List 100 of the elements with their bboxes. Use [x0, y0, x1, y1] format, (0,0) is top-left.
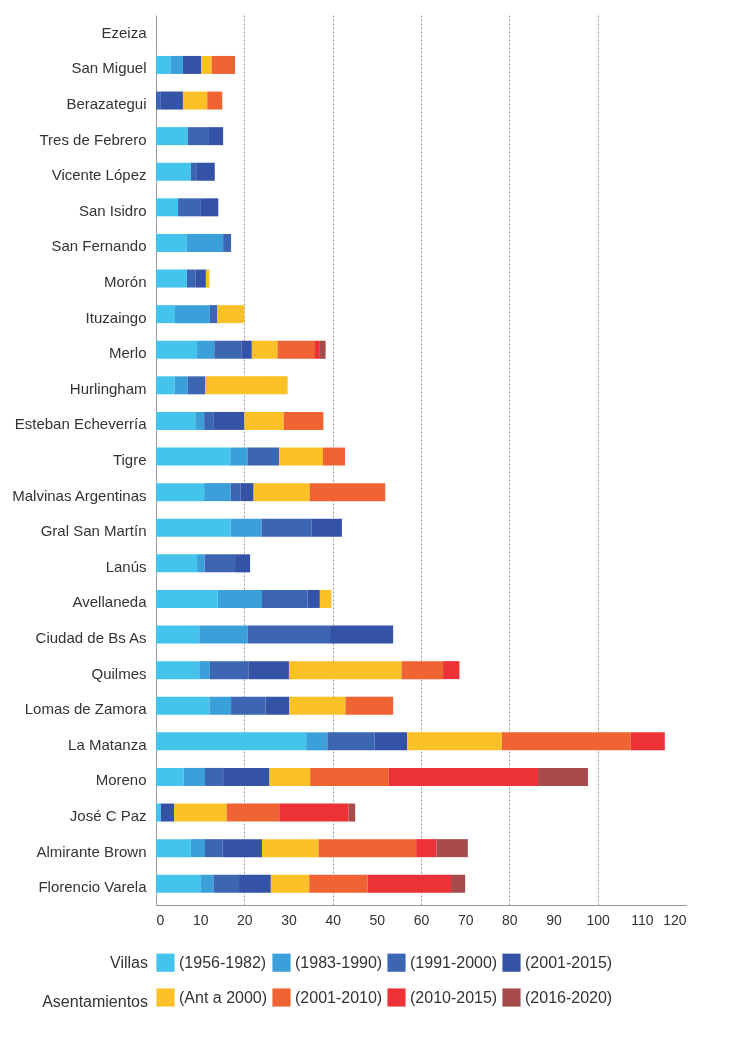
bar — [309, 483, 386, 502]
bar — [204, 411, 214, 430]
bar — [201, 55, 212, 74]
y-tick-label: Ituzaingo — [85, 308, 147, 326]
bar — [156, 162, 191, 181]
bar — [269, 767, 311, 786]
y-tick-label: Ezeiza — [101, 23, 148, 41]
bar — [190, 839, 206, 858]
bar — [261, 518, 312, 537]
bar — [240, 483, 254, 502]
bar — [197, 554, 205, 573]
bar — [538, 767, 588, 786]
bar — [443, 661, 460, 680]
bar — [156, 767, 184, 786]
legend-label: (2001-2010) — [295, 988, 383, 1006]
bar — [156, 554, 198, 573]
bar — [235, 554, 251, 573]
bar — [156, 376, 175, 395]
bar — [209, 127, 224, 146]
x-tick-label: 20 — [237, 911, 253, 928]
bar — [226, 803, 280, 822]
y-tick-label: Avellaneda — [72, 593, 148, 611]
bar — [156, 803, 161, 822]
bar — [156, 198, 179, 217]
bar — [214, 340, 242, 359]
bar — [223, 233, 232, 252]
bar — [248, 661, 289, 680]
y-tick-label: San Miguel — [71, 59, 147, 77]
x-tick-label: 110 — [631, 911, 654, 928]
bar — [195, 411, 205, 430]
bar — [195, 269, 206, 288]
bar — [265, 696, 290, 715]
bar — [213, 411, 245, 430]
y-tick-label: Florencio Varela — [38, 878, 148, 896]
legend-label: (1983-1990) — [295, 953, 383, 971]
x-tick-label: 50 — [369, 911, 386, 928]
bar — [262, 589, 308, 608]
bar — [156, 91, 161, 110]
bar — [374, 732, 408, 751]
bar — [289, 696, 346, 715]
x-tick-label: 90 — [546, 911, 562, 928]
bar — [309, 874, 368, 893]
x-tick-label: 30 — [281, 911, 297, 928]
bar — [230, 447, 248, 466]
bar — [205, 767, 224, 786]
bar — [156, 661, 200, 680]
y-tick-label: Gral San Martín — [40, 522, 147, 540]
bar — [247, 447, 280, 466]
x-tick-label: 70 — [457, 911, 474, 928]
bar — [211, 55, 236, 74]
bar — [319, 589, 332, 608]
bar — [156, 839, 191, 858]
bar — [213, 874, 240, 893]
bar — [187, 376, 206, 395]
bar — [199, 625, 248, 644]
bar — [367, 874, 452, 893]
bar — [345, 696, 394, 715]
bar — [239, 874, 271, 893]
y-tick-label: Morón — [103, 273, 147, 290]
bar — [174, 376, 188, 395]
text: Asentamientos — [42, 993, 148, 1010]
bar — [156, 589, 218, 608]
bar — [407, 732, 502, 751]
x-tick-label: 120 — [663, 911, 687, 928]
bar — [201, 874, 214, 893]
bar — [156, 625, 200, 644]
legend-label: (2001-2015) — [525, 953, 613, 971]
x-tick-label: 60 — [413, 911, 430, 928]
bar — [230, 483, 241, 502]
bar — [183, 767, 206, 786]
bar — [156, 340, 198, 359]
bar — [327, 732, 375, 751]
bar — [277, 340, 315, 359]
bar — [401, 661, 444, 680]
bar — [451, 874, 466, 893]
bar — [156, 483, 205, 502]
bar — [436, 839, 468, 858]
y-tick-label: José C Paz — [69, 807, 147, 824]
bar — [204, 554, 236, 573]
bar — [199, 661, 210, 680]
bar — [156, 696, 210, 715]
bar — [187, 127, 209, 146]
bar — [270, 874, 310, 893]
bar — [200, 198, 219, 217]
bar — [156, 732, 307, 751]
y-tick-label: Tres de Febrero — [39, 130, 147, 148]
bar — [279, 803, 349, 822]
y-tick-label: Hurlingham — [69, 379, 147, 397]
legend-label: (2010-2015) — [410, 988, 498, 1006]
bar — [156, 305, 175, 324]
bar — [307, 589, 320, 608]
legend-label: (1956-1982) — [179, 953, 267, 971]
bar — [156, 447, 231, 466]
bar — [322, 447, 346, 466]
bar — [156, 233, 187, 252]
bar — [244, 411, 284, 430]
y-tick-label: Almirante Brown — [36, 842, 147, 860]
bar — [251, 340, 278, 359]
bar — [311, 518, 342, 537]
bar — [197, 340, 215, 359]
